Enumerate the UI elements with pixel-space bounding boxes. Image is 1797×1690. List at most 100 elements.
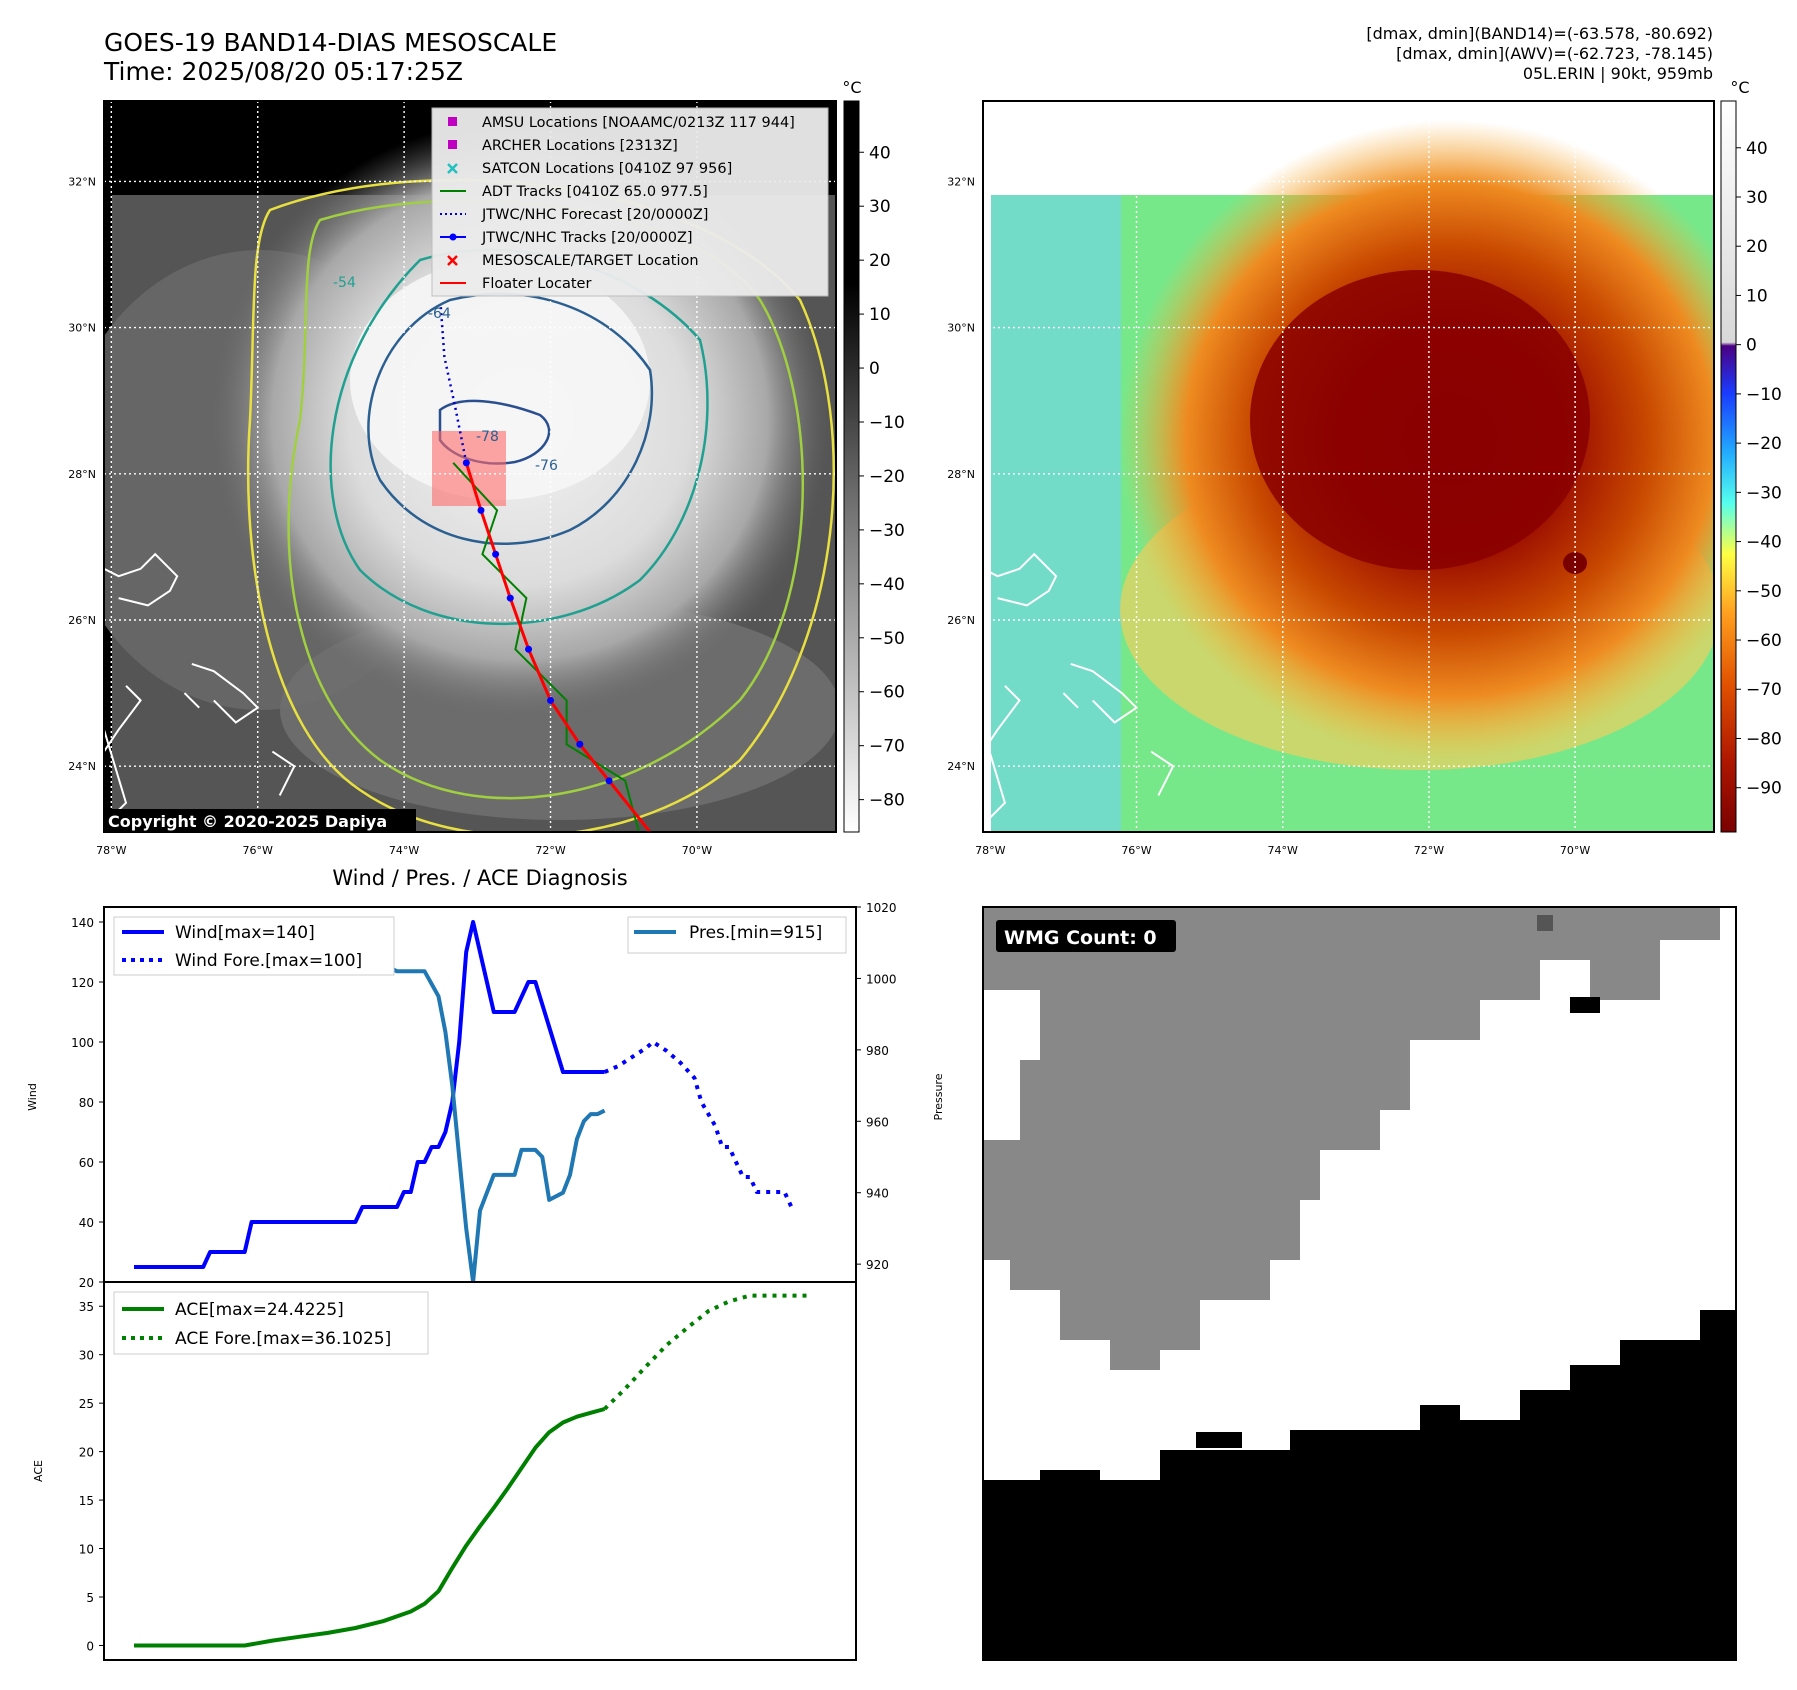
colorbar-tick-label: 0 [869,359,880,379]
colorbar-tick-label: 30 [1746,188,1768,208]
info-band14: [dmax, dmin](BAND14)=(-63.578, -80.692) [1366,24,1713,43]
color-lon-ticks: 78°W 76°W 74°W 72°W 70°W [975,844,1590,857]
pressure-y-tick-label: 1000 [866,972,897,986]
wind-y-tick-label: 20 [79,1276,94,1290]
legend-items: AMSU Locations [NOAAMC/0213Z 117 944] ARC… [440,115,795,292]
diagnosis-title: Wind / Pres. / ACE Diagnosis [332,866,627,890]
wind-y-ticks: 20 40 60 80 100 120 140 [71,916,104,1290]
ir-lat-label: 30°N [68,322,96,335]
nhc-track-point [547,696,555,704]
color-colorbar-gradient [1720,100,1737,833]
nhc-track-point [477,506,485,514]
wmg-black-island [1196,1432,1242,1448]
ir-colorbar: °C 40 30 20 10 0 −10 −20 −30 −40 −50 −60 −70 −80 [842,78,905,833]
colorbar-tick-label: −30 [1746,483,1782,503]
contour-label-54: -54 [333,275,356,291]
colorbar-tick-label: −80 [1746,729,1782,749]
color-dry-air-west [991,195,1121,832]
ace-legend-box [113,1291,429,1355]
ace-y-tick-label: 30 [79,1349,94,1363]
info-awv: [dmax, dmin](AWV)=(-62.723, -78.145) [1396,44,1713,63]
colorbar-tick-label: −10 [1746,385,1782,405]
colorbar-tick-label: −70 [1746,680,1782,700]
wmg-black-speck [1570,997,1600,1013]
nhc-track-point [525,645,533,653]
ace-y-tick-label: 15 [79,1494,94,1508]
ir-map-frame [103,100,837,833]
pressure-y-tick-label: 1020 [866,901,897,915]
pressure-y-tick-label: 980 [866,1044,889,1058]
colorbar-tick-label: −20 [869,467,905,487]
coastline-segment [1070,662,1139,724]
colorbar-tick-label: 30 [869,197,891,217]
ace-legend-label: ACE[max=24.4225] [175,1300,344,1320]
colorbar-tick-label: −40 [869,575,905,595]
pres-legend-label: Pres.[min=915] [689,923,822,943]
nhc-track-point [576,740,584,748]
cm-lat-label: 32°N [947,175,975,188]
nhc-track-point [506,594,514,602]
ir-colorbar-gradient [843,100,860,833]
colorbar-tick-label: −70 [869,737,905,757]
wind-y-tick-label: 80 [79,1096,94,1110]
series-line [603,1293,813,1411]
ace-y-tick-label: 10 [79,1543,94,1557]
legend-label: AMSU Locations [NOAAMC/0213Z 117 944] [482,115,795,131]
ace-y-tick-label: 20 [79,1446,94,1460]
colorbar-tick-label: 10 [869,305,891,325]
cm-lat-label: 26°N [947,614,975,627]
ace-y-tick-label: 35 [79,1300,94,1314]
nhc-track-points [462,459,657,839]
cm-lon-label: 70°W [1560,844,1590,857]
colorbar-tick-label: −50 [869,629,905,649]
ir-lat-label: 24°N [68,760,96,773]
series-line [134,920,605,1269]
legend-square-marker [448,140,457,149]
nhc-track-point [650,832,657,839]
ir-lon-ticks: 78°W 76°W 74°W 72°W 70°W [96,844,712,857]
ace-chart: 0 5 10 15 20 25 30 35 ACE ACE[max=24.4225] ACE … [32,1281,857,1661]
wind-y-label: Wind [26,1083,39,1111]
pressure-y-tick-label: 920 [866,1258,889,1272]
wind-legend-box [113,916,395,976]
colorbar-tick-label: −30 [869,521,905,541]
wmg-frame [982,906,1737,1661]
ir-map-panel: -54 -64 -76 -78 Copyright © 2020-2025 Da… [68,100,837,857]
ir-lat-ticks: 32°N 30°N 28°N 26°N 24°N [68,175,96,773]
pres-legend-box [627,916,847,954]
pressure-y-ticks: 920 940 960 980 1000 1020 [856,901,897,1272]
coastline-segment [104,685,142,753]
wind-y-tick-label: 40 [79,1216,94,1230]
wmg-panel: WMG Count: 0 [982,906,1737,1661]
ace-y-ticks: 0 5 10 15 20 25 30 35 [79,1300,104,1653]
copyright-text: Copyright © 2020-2025 Dapiya [108,812,387,831]
coastline-segment [983,685,1021,753]
legend-x-marker [447,255,458,266]
coastline-segment [983,552,1058,607]
ace-y-tick-label: 25 [79,1397,94,1411]
wmg-black-region [983,1310,1736,1660]
contour-blue-inner [367,292,654,546]
color-colorbar-ticks: 40 30 20 10 0 −10 −20 −30 −40 −50 −60 −70 −80 −90 [1736,139,1782,799]
colorbar-tick-label: 0 [1746,336,1757,356]
cm-lon-label: 78°W [975,844,1005,857]
colorbar-tick-label: −40 [1746,533,1782,553]
adt-track-line [452,462,640,832]
cm-lon-label: 76°W [1121,844,1151,857]
legend-label: ARCHER Locations [2313Z] [482,138,678,154]
contour-label-76: -76 [535,458,558,474]
ace-y-tick-label: 5 [86,1591,94,1605]
legend-x-marker [447,163,458,174]
nhc-track-point [462,459,470,467]
coastline-segment [183,692,200,709]
wind-legend: Wind[max=140] Wind Fore.[max=100] [113,916,395,976]
pressure-y-label: Pressure [932,1073,945,1120]
color-map-frame [982,100,1715,833]
coastline-segment [104,552,179,607]
legend-label: MESOSCALE/TARGET Location [482,253,699,269]
series-line [134,1407,606,1648]
pressure-y-tick-label: 960 [866,1115,889,1129]
nhc-track-point [605,777,613,785]
